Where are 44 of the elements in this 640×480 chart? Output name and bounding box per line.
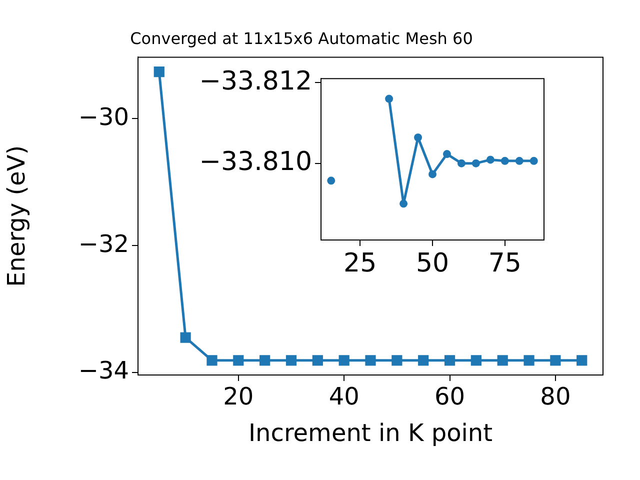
point [497,355,508,366]
point [515,156,524,165]
y-tick-label: −30 [78,102,129,131]
chart-title: Converged at 11x15x6 Automatic Mesh 60 [130,28,473,48]
point [286,355,297,366]
point [365,355,376,366]
point [206,355,218,366]
x-tick-label: 60 [434,382,466,411]
point [392,355,402,366]
point [472,159,480,168]
point [154,66,164,78]
x-tick-label: 80 [540,382,571,411]
x-tick-label: 75 [488,248,522,278]
point [400,200,408,208]
x-tick-label: 40 [328,382,360,411]
point [180,332,191,343]
point [233,355,244,366]
point [312,355,323,366]
x-tick-label: 25 [344,248,377,278]
y-tick-label: −33.810 [199,147,312,178]
y-tick-label: −32 [78,230,129,258]
point [500,156,509,165]
point [442,150,451,158]
point [444,355,456,366]
point [338,355,350,366]
point [576,355,588,366]
point [428,170,436,178]
point [530,156,538,165]
y-tick-label: −33.812 [199,66,312,96]
x-tick-label: 20 [223,382,254,411]
point [327,176,336,185]
y-axis-title: Energy (eV) [2,145,31,287]
point [486,156,494,164]
point [418,355,429,366]
point [385,94,394,103]
point [550,355,561,366]
x-axis-title: Increment in K point [248,418,493,447]
point [457,159,466,168]
point [470,355,482,366]
point [414,134,422,142]
x-tick-label: 50 [416,248,450,278]
point [524,355,534,366]
y-tick-label: −34 [78,356,129,385]
point [260,355,270,366]
